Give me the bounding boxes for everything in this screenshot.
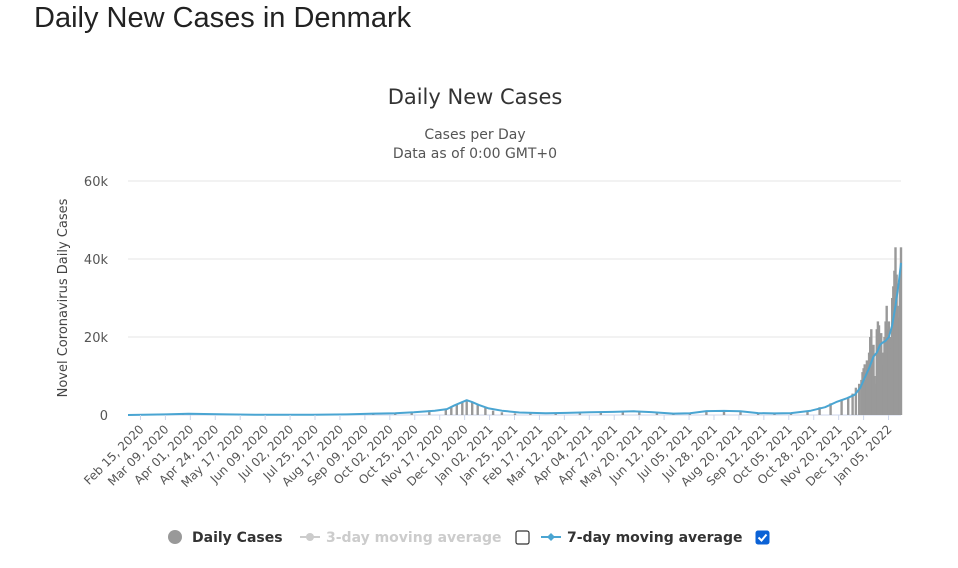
y-tick-label: 40k bbox=[84, 253, 109, 268]
daily-cases-bar[interactable] bbox=[806, 411, 809, 416]
daily-cases-bar[interactable] bbox=[491, 410, 495, 415]
daily-cases-bar[interactable] bbox=[705, 410, 708, 415]
daily-cases-bar[interactable] bbox=[818, 407, 821, 415]
daily-cases-bar[interactable] bbox=[899, 247, 903, 415]
checkbox-box[interactable] bbox=[755, 530, 770, 545]
daily-cases-bar[interactable] bbox=[529, 413, 532, 415]
daily-cases-bar[interactable] bbox=[739, 411, 742, 416]
daily-cases-bar[interactable] bbox=[513, 413, 517, 415]
daily-cases-bar[interactable] bbox=[461, 401, 464, 415]
daily-cases-bar[interactable] bbox=[471, 402, 474, 416]
legend-label: 3-day moving average bbox=[326, 530, 502, 546]
legend: Daily Cases 3-day moving average 7-day mov… bbox=[168, 530, 770, 546]
daily-cases-bar[interactable] bbox=[484, 408, 487, 415]
daily-cases-bar[interactable] bbox=[410, 412, 413, 415]
daily-cases-bar[interactable] bbox=[638, 411, 641, 415]
legend-label: Daily Cases bbox=[192, 530, 283, 546]
moving-average-line[interactable] bbox=[127, 262, 902, 416]
daily-cases-bar[interactable] bbox=[455, 404, 458, 415]
daily-cases-bar[interactable] bbox=[851, 393, 854, 415]
y-tick-label: 20k bbox=[84, 331, 109, 346]
daily-cases-bar[interactable] bbox=[840, 399, 843, 415]
daily-cases-bar[interactable] bbox=[655, 413, 659, 415]
grid-lines bbox=[128, 180, 901, 416]
chart-subtitle-line1: Cases per Day bbox=[424, 127, 525, 143]
daily-cases-bars[interactable] bbox=[158, 247, 903, 416]
legend-label: 7-day moving average bbox=[567, 530, 743, 546]
page-title: Daily New Cases in Denmark bbox=[34, 2, 412, 34]
daily-cases-bar[interactable] bbox=[847, 397, 850, 415]
daily-cases-bar[interactable] bbox=[599, 411, 602, 415]
daily-cases-bar[interactable] bbox=[829, 403, 832, 415]
y-axis-ticks: 0 20k 40k 60k bbox=[84, 175, 109, 424]
legend-marker-icon bbox=[306, 533, 314, 541]
y-tick-label: 0 bbox=[100, 409, 108, 424]
daily-cases-bar[interactable] bbox=[465, 400, 468, 415]
legend-marker-icon bbox=[547, 533, 555, 541]
daily-cases-bar[interactable] bbox=[854, 387, 858, 415]
daily-cases-bar[interactable] bbox=[621, 411, 624, 416]
checkbox-3-day-average[interactable] bbox=[515, 530, 530, 545]
daily-cases-bar[interactable] bbox=[500, 412, 504, 415]
chart-subtitle-line2: Data as of 0:00 GMT+0 bbox=[393, 146, 557, 162]
y-tick-label: 60k bbox=[84, 175, 109, 190]
daily-cases-bar[interactable] bbox=[444, 409, 447, 415]
daily-cases-bar[interactable] bbox=[578, 412, 582, 415]
daily-cases-bar[interactable] bbox=[722, 411, 726, 415]
chart-title: Daily New Cases bbox=[388, 85, 563, 109]
daily-cases-bar[interactable] bbox=[858, 383, 861, 415]
daily-cases-bar[interactable] bbox=[450, 407, 453, 415]
seven-day-average-line[interactable] bbox=[127, 262, 902, 416]
legend-dot-icon bbox=[168, 530, 182, 544]
check-icon bbox=[757, 533, 768, 542]
daily-cases-bar[interactable] bbox=[428, 410, 431, 415]
legend-item-3-day-average[interactable]: 3-day moving average bbox=[300, 530, 502, 546]
legend-item-7-day-average[interactable]: 7-day moving average bbox=[541, 530, 743, 546]
daily-cases-bar[interactable] bbox=[476, 404, 479, 416]
legend-item-daily-cases[interactable]: Daily Cases bbox=[168, 530, 283, 546]
checkbox-7-day-average[interactable] bbox=[755, 530, 770, 545]
y-axis-label: Novel Coronavirus Daily Cases bbox=[56, 198, 71, 397]
